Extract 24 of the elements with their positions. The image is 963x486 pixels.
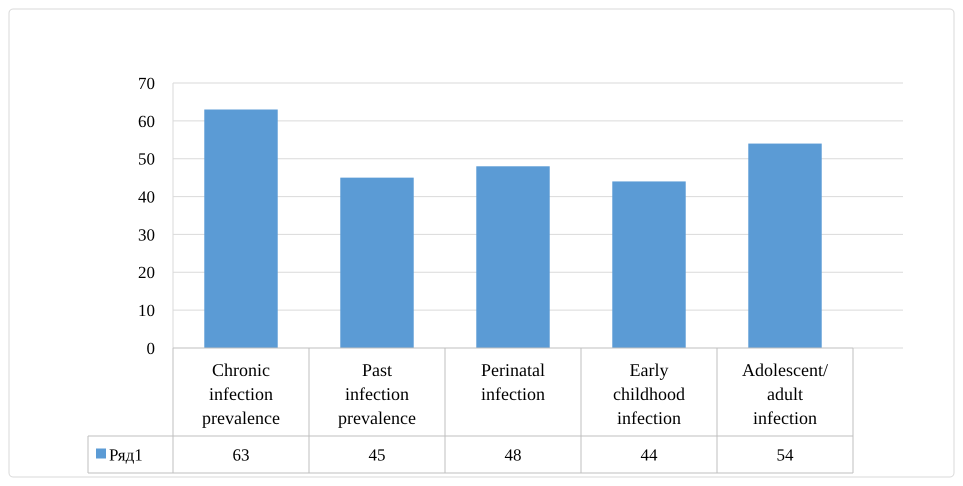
- legend-label: Ряд1: [109, 445, 143, 464]
- bar: [476, 166, 550, 348]
- bar: [748, 144, 822, 348]
- data-label: 45: [368, 445, 386, 464]
- x-tick-label: Early childhood infection: [613, 360, 685, 428]
- x-tick-label: Perinatal infection: [481, 360, 545, 404]
- y-tick-label: 10: [138, 301, 155, 320]
- y-tick-label: 0: [146, 338, 155, 358]
- data-label: 48: [504, 445, 522, 464]
- y-tick-label: 20: [138, 263, 155, 282]
- y-tick-label: 30: [138, 225, 155, 244]
- y-tick-label: 50: [138, 150, 155, 169]
- data-label: 44: [640, 445, 658, 464]
- x-tick-label: Chronic infection prevalence: [202, 360, 280, 428]
- bar: [204, 110, 278, 348]
- y-tick-label: 60: [138, 112, 155, 131]
- y-tick-label: 70: [138, 74, 155, 93]
- bar: [340, 178, 414, 348]
- data-label: 54: [776, 445, 794, 464]
- x-tick-label: Adolescent/ adult infection: [742, 360, 828, 428]
- y-tick-label: 40: [138, 188, 155, 207]
- x-tick-label: Past infection prevalence: [338, 360, 416, 428]
- data-label: 63: [232, 445, 250, 464]
- bar: [612, 181, 686, 348]
